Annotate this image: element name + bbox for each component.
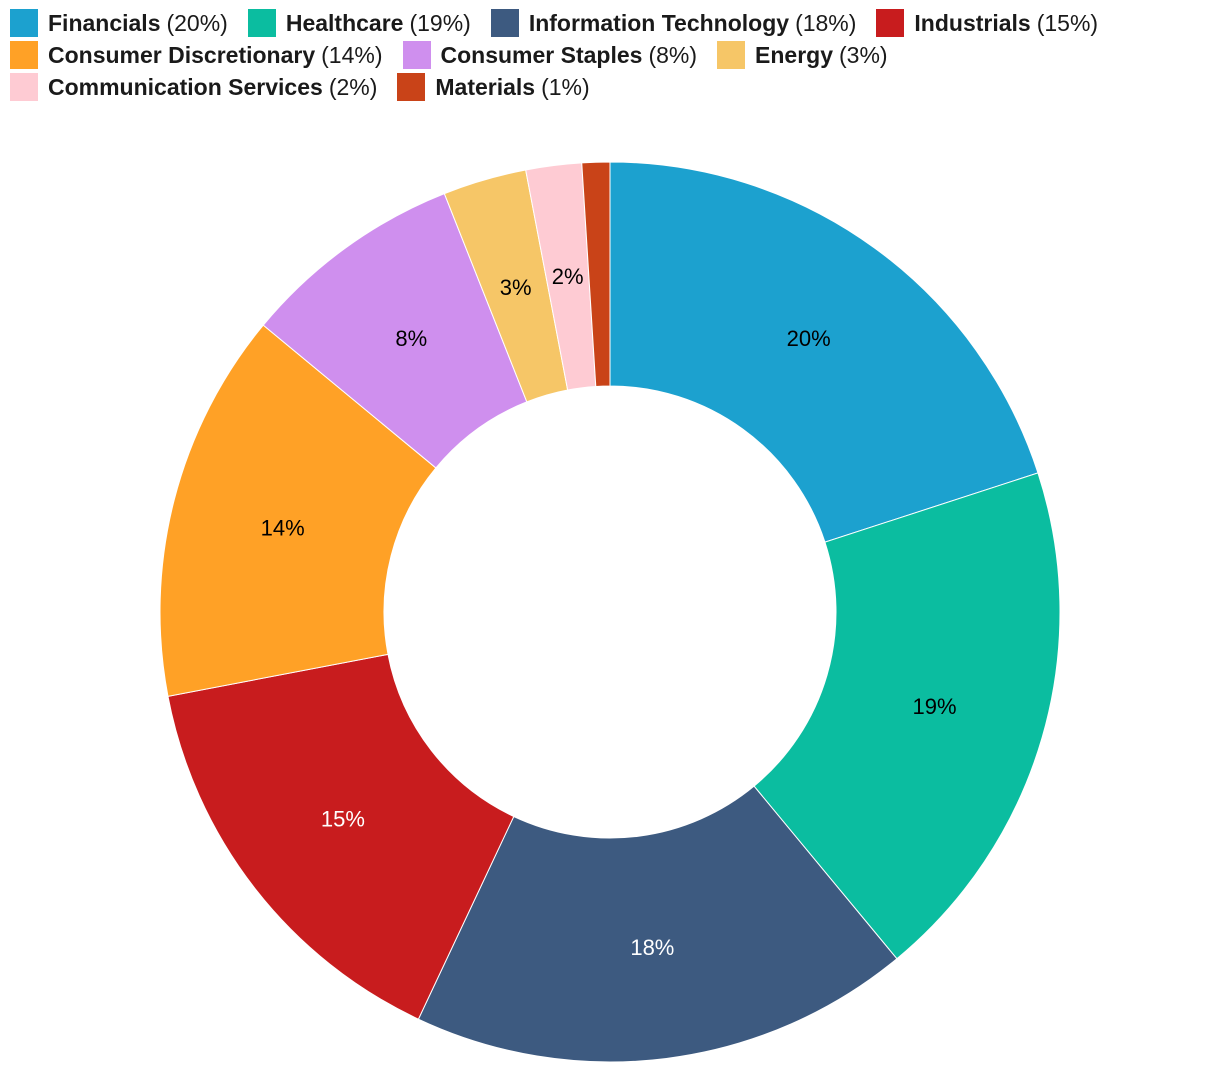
legend-percent: (19%) [409,9,471,36]
legend-percent: (3%) [839,41,888,68]
legend-percent: (1%) [541,73,590,100]
legend-swatch [717,41,746,69]
slice-industrials [167,653,515,1020]
legend-item-information-technology: Information Technology (18%) [490,9,857,37]
legend-row: Financials (20%) Healthcare (19%) Inform… [10,7,1210,39]
legend-row: Consumer Discretionary (14%) Consumer St… [10,39,1210,71]
slice-label-communication-services: 2% [552,264,584,289]
legend-percent: (8%) [648,41,698,68]
legend-item-financials: Financials (20%) [10,9,228,37]
slice-label-consumer-staples: 8% [395,326,427,351]
legend-percent: (18%) [795,9,857,36]
legend-label: Information Technology [528,9,790,36]
slice-label-healthcare: 19% [913,694,957,719]
legend-percent: (2%) [328,73,378,100]
legend-percent: (20%) [166,9,228,36]
legend-label: Energy [755,41,833,68]
legend-item-healthcare: Healthcare (19%) [247,9,471,37]
legend-swatch [490,9,519,37]
legend-label: Materials [435,73,536,100]
legend-swatch [876,9,905,37]
slices [159,161,1061,1063]
slice-financials [609,161,1039,543]
legend-swatch [247,9,276,37]
slice-information-technology [417,785,898,1063]
legend-swatch [397,73,426,101]
legend-item-energy: Energy (3%) [717,41,888,69]
legend-percent: (14%) [321,41,383,68]
legend-label: Financials [48,9,161,36]
slice-labels: 20% 19% 18% 15% 14% 8% 3% 2% [261,264,957,960]
legend-percent: (15%) [1036,9,1099,36]
slice-label-financials: 20% [787,326,831,351]
slice-materials [581,161,611,387]
legend-item-communication-services: Communication Services (2%) [10,73,377,101]
legend-item-consumer-discretionary: Consumer Discretionary (14%) [10,41,383,69]
legend-label: Healthcare [285,9,404,36]
legend-row: Communication Services (2%) Materials (1… [10,71,1210,103]
slice-label-consumer-discretionary: 14% [261,515,305,540]
legend-swatch [402,41,431,69]
slice-label-energy: 3% [500,275,532,300]
legend-label: Industrials [914,9,1031,36]
legend-label: Consumer Discretionary [48,41,316,68]
slice-label-information-technology: 18% [630,935,674,960]
legend-swatch [10,73,38,101]
legend: Financials (20%) Healthcare (19%) Inform… [10,7,1210,103]
slice-consumer-discretionary [159,324,437,697]
legend-item-industrials: Industrials (15%) [876,9,1098,37]
legend-label: Communication Services [48,73,323,100]
slice-healthcare [753,472,1061,960]
legend-swatch [10,41,38,69]
legend-label: Consumer Staples [440,41,643,68]
legend-item-materials: Materials (1%) [397,73,590,101]
legend-item-consumer-staples: Consumer Staples (8%) [402,41,698,69]
legend-swatch [10,9,38,37]
slice-label-industrials: 15% [321,807,365,832]
